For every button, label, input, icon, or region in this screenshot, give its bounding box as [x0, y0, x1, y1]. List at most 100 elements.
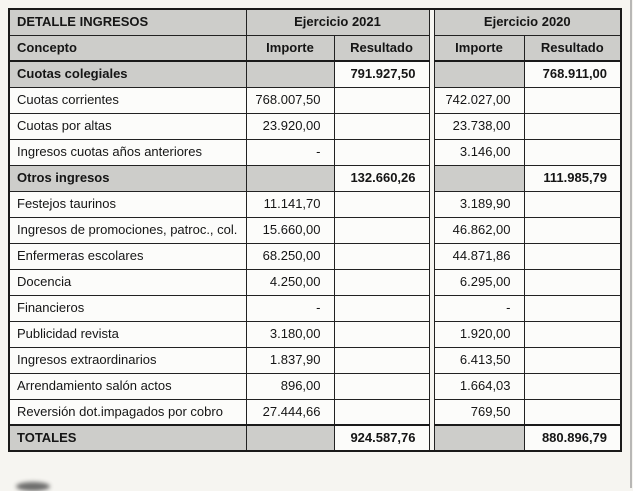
importe-2020-header: Importe [433, 34, 525, 62]
concepto-cell: Enfermeras escolares [8, 242, 247, 270]
group-header-2021: Ejercicio 2021 [245, 8, 430, 36]
importe-2021-cell: 1.837,90 [245, 346, 335, 374]
resultado-2020-cell [523, 372, 622, 400]
importe-2020-cell [433, 164, 525, 192]
resultado-2021-cell [333, 138, 430, 166]
importe-2021-cell [245, 60, 335, 88]
resultado-2021-cell [333, 86, 430, 114]
importe-2021-cell [245, 424, 335, 452]
table-row: Financieros - - [8, 294, 622, 322]
table-row: Enfermeras escolares 68.250,00 44.871,86 [8, 242, 622, 270]
resultado-2020-cell [523, 242, 622, 270]
resultado-2021-cell [333, 242, 430, 270]
importe-2021-cell: 896,00 [245, 372, 335, 400]
group-header-row: DETALLE INGRESOS Ejercicio 2021 Ejercici… [8, 8, 622, 36]
resultado-2020-cell [523, 398, 622, 426]
importe-2021-cell: 11.141,70 [245, 190, 335, 218]
importe-2020-cell: 769,50 [433, 398, 525, 426]
importe-2020-cell [433, 424, 525, 452]
resultado-2020-cell [523, 112, 622, 140]
section-row: Cuotas colegiales 791.927,50 768.911,00 [8, 60, 622, 88]
resultado-2020-cell [523, 294, 622, 322]
resultado-2021-cell [333, 346, 430, 374]
resultado-2021-cell [333, 216, 430, 244]
table-row: Reversión dot.impagados por cobro 27.444,… [8, 398, 622, 426]
resultado-2020-cell [523, 320, 622, 348]
table-row: Cuotas por altas 23.920,00 23.738,00 [8, 112, 622, 140]
scan-edge-artifact [630, 0, 632, 488]
table-row: Festejos taurinos 11.141,70 3.189,90 [8, 190, 622, 218]
section-row: Otros ingresos 132.660,26 111.985,79 [8, 164, 622, 192]
resultado-2021-cell [333, 190, 430, 218]
resultado-2020-cell: 111.985,79 [523, 164, 622, 192]
importe-2020-cell: 742.027,00 [433, 86, 525, 114]
resultado-2021-cell [333, 268, 430, 296]
concepto-cell: Publicidad revista [8, 320, 247, 348]
importe-2020-cell: 1.920,00 [433, 320, 525, 348]
resultado-2020-cell [523, 86, 622, 114]
importe-2021-cell: 68.250,00 [245, 242, 335, 270]
resultado-2020-cell [523, 216, 622, 244]
importe-2020-cell: 44.871,86 [433, 242, 525, 270]
importe-2021-cell: 23.920,00 [245, 112, 335, 140]
resultado-2021-cell: 924.587,76 [333, 424, 430, 452]
importe-2021-cell: - [245, 138, 335, 166]
importe-2021-cell [245, 164, 335, 192]
importe-2021-cell: 4.250,00 [245, 268, 335, 296]
resultado-2021-header: Resultado [333, 34, 430, 62]
importe-2021-cell: 15.660,00 [245, 216, 335, 244]
resultado-2020-cell [523, 268, 622, 296]
resultado-2021-cell [333, 294, 430, 322]
concepto-cell: Cuotas corrientes [8, 86, 247, 114]
importe-2021-cell: 27.444,66 [245, 398, 335, 426]
table-row: Ingresos de promociones, patroc., col. 15… [8, 216, 622, 244]
importe-2021-cell: - [245, 294, 335, 322]
concepto-cell: Cuotas colegiales [8, 60, 247, 88]
resultado-2021-cell [333, 320, 430, 348]
concepto-cell: Ingresos de promociones, patroc., col. [8, 216, 247, 244]
concepto-cell: Ingresos cuotas años anteriores [8, 138, 247, 166]
importe-2020-cell: 46.862,00 [433, 216, 525, 244]
resultado-2020-cell: 768.911,00 [523, 60, 622, 88]
resultado-2021-cell [333, 112, 430, 140]
table-row: Cuotas corrientes 768.007,50 742.027,00 [8, 86, 622, 114]
table-body: Cuotas colegiales 791.927,50 768.911,00 Cuo… [8, 60, 622, 452]
resultado-2020-header: Resultado [523, 34, 622, 62]
table-row: Ingresos cuotas años anteriores - 3.146,00 [8, 138, 622, 166]
table-row: Publicidad revista 3.180,00 1.920,00 [8, 320, 622, 348]
importe-2020-cell: 6.295,00 [433, 268, 525, 296]
importe-2020-cell: 3.189,90 [433, 190, 525, 218]
resultado-2021-cell [333, 372, 430, 400]
concepto-cell: Arrendamiento salón actos [8, 372, 247, 400]
importe-2021-cell: 3.180,00 [245, 320, 335, 348]
scan-smudge-artifact [16, 482, 50, 491]
concepto-cell: Reversión dot.impagados por cobro [8, 398, 247, 426]
resultado-2021-cell: 791.927,50 [333, 60, 430, 88]
concepto-cell: Cuotas por altas [8, 112, 247, 140]
resultado-2021-cell [333, 398, 430, 426]
concepto-cell: Ingresos extraordinarios [8, 346, 247, 374]
importe-2020-cell: - [433, 294, 525, 322]
table-row: Arrendamiento salón actos 896,00 1.664,03 [8, 372, 622, 400]
concepto-cell: Financieros [8, 294, 247, 322]
income-detail-table: DETALLE INGRESOS Ejercicio 2021 Ejercici… [8, 8, 623, 452]
column-header-row: Concepto Importe Resultado Importe Resul… [8, 34, 622, 62]
importe-2020-cell [433, 60, 525, 88]
importe-2020-cell: 6.413,50 [433, 346, 525, 374]
resultado-2020-cell: 880.896,79 [523, 424, 622, 452]
importe-2020-cell: 3.146,00 [433, 138, 525, 166]
resultado-2020-cell [523, 138, 622, 166]
concepto-header: Concepto [8, 34, 247, 62]
table-row: Docencia 4.250,00 6.295,00 [8, 268, 622, 296]
resultado-2020-cell [523, 346, 622, 374]
resultado-2020-cell [523, 190, 622, 218]
table-row: Ingresos extraordinarios 1.837,90 6.413,50 [8, 346, 622, 374]
group-header-2020: Ejercicio 2020 [433, 8, 622, 36]
concepto-cell: Festejos taurinos [8, 190, 247, 218]
importe-2020-cell: 1.664,03 [433, 372, 525, 400]
total-row: TOTALES 924.587,76 880.896,79 [8, 424, 622, 452]
concepto-cell: Otros ingresos [8, 164, 247, 192]
importe-2021-header: Importe [245, 34, 335, 62]
concepto-cell: Docencia [8, 268, 247, 296]
table-title: DETALLE INGRESOS [8, 8, 247, 36]
